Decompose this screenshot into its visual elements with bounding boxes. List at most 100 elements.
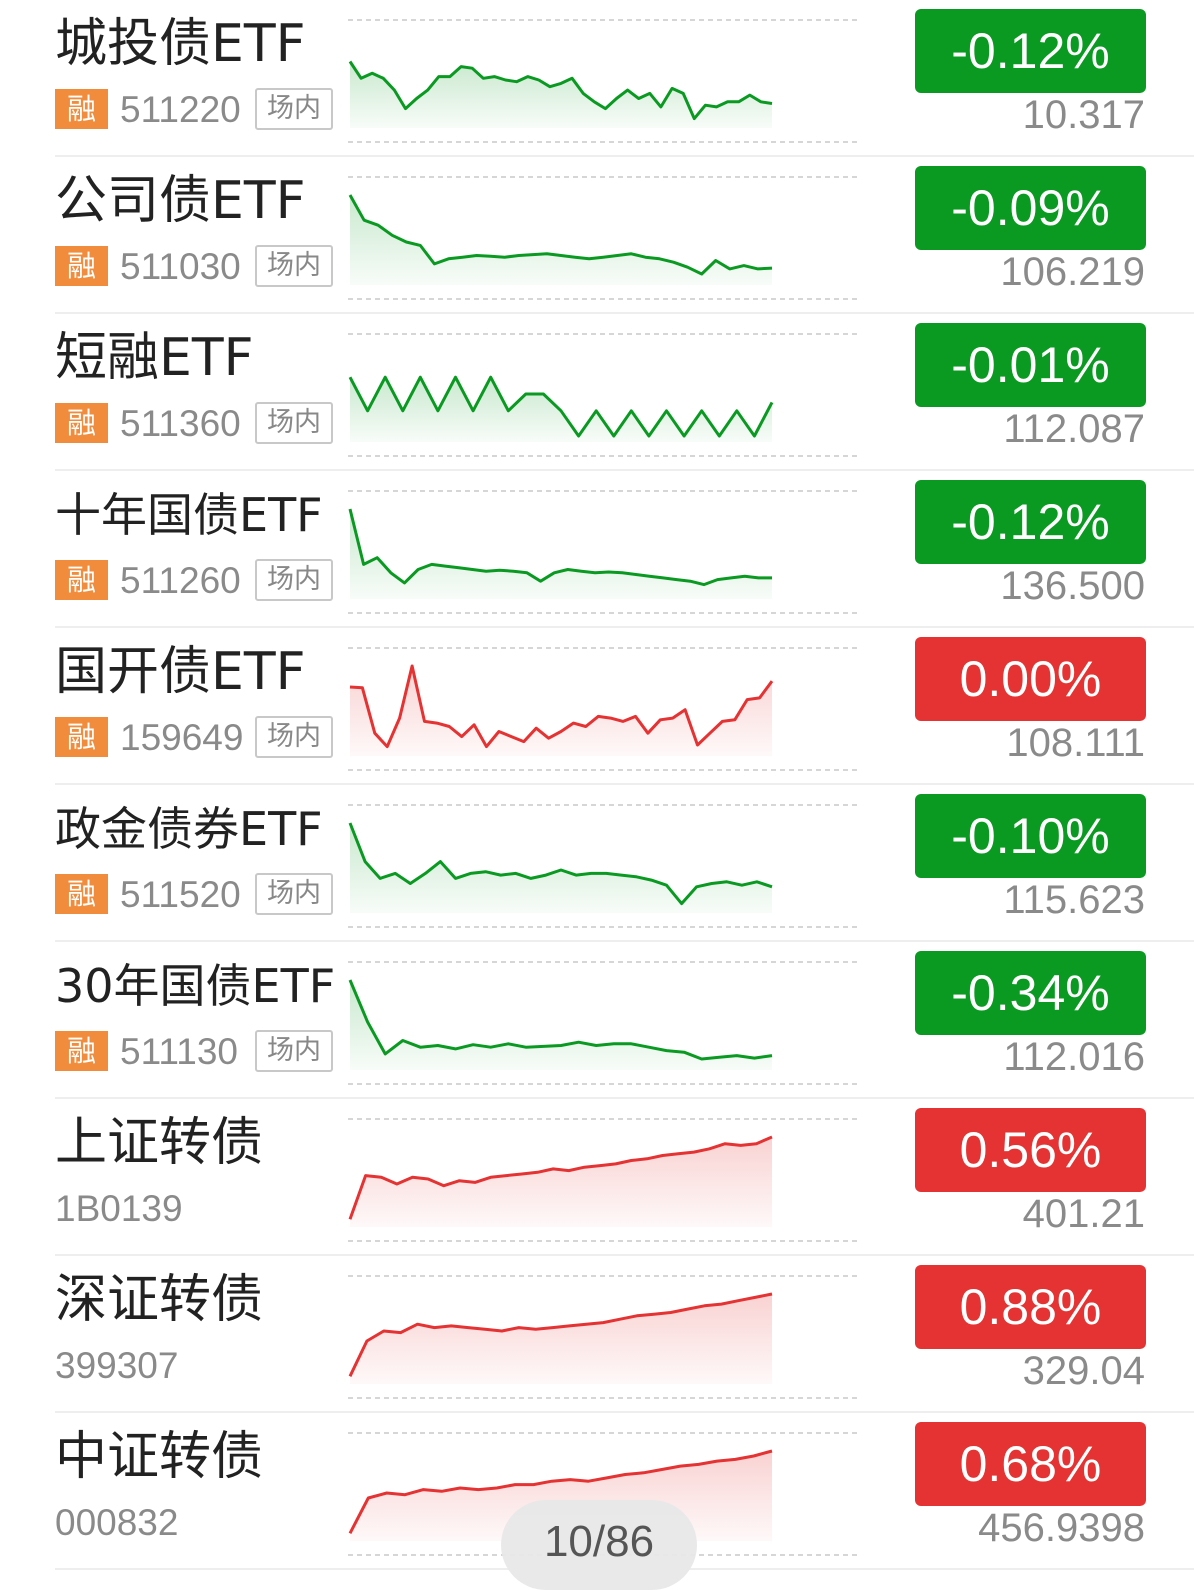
fund-code: 511030: [120, 246, 241, 287]
list-item[interactable]: 上证转债 1B0139 0.56% 401.21: [0, 1099, 1194, 1256]
change-badge: -0.34%: [915, 951, 1146, 1035]
fund-code: 159649: [120, 717, 244, 758]
fund-code: 511220: [120, 89, 241, 130]
change-badge: 0.88%: [915, 1265, 1146, 1349]
index-name: 中证转债: [55, 1427, 264, 1487]
price-value: 329.04: [1022, 1349, 1145, 1393]
index-name: 深证转债: [55, 1270, 264, 1330]
sparkline-chart: [348, 804, 858, 928]
sparkline-chart: [348, 19, 858, 143]
sparkline-chart: [348, 1118, 858, 1242]
change-badge: 0.00%: [915, 637, 1146, 721]
change-badge: 0.68%: [915, 1422, 1146, 1506]
margin-tag: 融: [55, 246, 108, 286]
margin-tag: 融: [55, 403, 108, 443]
list-item[interactable]: 政金债券ETF 融 511520 场内 -0.10% 115.623: [0, 785, 1194, 942]
market-tag: 场内: [255, 1030, 333, 1072]
price-value: 456.9398: [978, 1506, 1145, 1550]
change-badge: -0.01%: [915, 323, 1146, 407]
sparkline-area: [350, 823, 772, 913]
market-tag: 场内: [255, 88, 333, 130]
sparkline-area: [350, 195, 772, 285]
price-value: 401.21: [1022, 1192, 1145, 1236]
change-badge: 0.56%: [915, 1108, 1146, 1192]
page-indicator: 10/86: [501, 1500, 697, 1590]
sparkline-area: [350, 666, 772, 756]
price-value: 106.219: [1000, 250, 1145, 294]
divider: [55, 940, 1194, 942]
margin-tag: 融: [55, 1031, 108, 1071]
fund-name: 公司债ETF: [55, 171, 306, 231]
sparkline-line: [348, 194, 773, 276]
fund-code: 511130: [120, 1031, 238, 1072]
divider: [55, 155, 1194, 157]
index-code: 1B0139: [55, 1188, 183, 1229]
sparkline-line: [348, 60, 773, 121]
change-badge: -0.12%: [915, 9, 1146, 93]
change-badge: -0.10%: [915, 794, 1146, 878]
sparkline-line: [348, 1449, 773, 1534]
fund-name: 国开债ETF: [55, 642, 306, 702]
margin-tag: 融: [55, 874, 108, 914]
sparkline-area: [350, 980, 772, 1070]
sparkline-line: [348, 375, 774, 438]
divider: [55, 312, 1194, 314]
list-item[interactable]: 国开债ETF 融 159649 场内 0.00% 108.111: [0, 628, 1194, 785]
list-item[interactable]: 30年国债ETF 融 511130 场内 -0.34% 112.016: [0, 942, 1194, 1099]
market-tag: 场内: [255, 402, 333, 444]
sparkline-chart: [348, 333, 858, 457]
fund-name: 政金债券ETF: [55, 802, 323, 856]
sparkline-chart: [348, 176, 858, 300]
fund-name: 30年国债ETF: [55, 959, 336, 1013]
fund-code: 511260: [120, 560, 241, 601]
divider: [55, 1411, 1194, 1413]
sparkline-chart: [348, 647, 858, 771]
sparkline-chart: [348, 961, 858, 1085]
sparkline-line: [348, 1292, 773, 1377]
market-tag: 场内: [255, 559, 333, 601]
price-value: 112.016: [1003, 1035, 1145, 1079]
price-value: 10.317: [1022, 93, 1145, 137]
list-item[interactable]: 短融ETF 融 511360 场内 -0.01% 112.087: [0, 314, 1194, 471]
fund-code: 511360: [120, 403, 241, 444]
divider: [55, 1254, 1194, 1256]
price-value: 115.623: [1003, 878, 1145, 922]
index-code: 000832: [55, 1502, 179, 1543]
price-value: 112.087: [1003, 407, 1145, 451]
sparkline-area: [350, 1137, 772, 1227]
sparkline-line: [348, 508, 772, 587]
list-item[interactable]: 城投债ETF 融 511220 场内 -0.12% 10.317: [0, 0, 1194, 157]
list-item[interactable]: 十年国债ETF 融 511260 场内 -0.12% 136.500: [0, 471, 1194, 628]
sparkline-chart: [348, 490, 858, 614]
sparkline-area: [350, 377, 772, 442]
list-item[interactable]: 深证转债 399307 0.88% 329.04: [0, 1256, 1194, 1413]
sparkline-line: [348, 1135, 773, 1220]
sparkline-area: [350, 61, 772, 128]
divider: [55, 1097, 1194, 1099]
market-tag: 场内: [255, 716, 333, 758]
sparkline-line: [349, 664, 774, 749]
sparkline-line: [348, 822, 773, 906]
sparkline-area: [350, 1294, 772, 1384]
price-value: 136.500: [1000, 564, 1145, 608]
fund-code: 511520: [120, 874, 241, 915]
margin-tag: 融: [55, 717, 108, 757]
margin-tag: 融: [55, 560, 108, 600]
list-item[interactable]: 公司债ETF 融 511030 场内 -0.09% 106.219: [0, 157, 1194, 314]
sparkline-line: [348, 979, 773, 1061]
price-value: 108.111: [1006, 721, 1145, 765]
divider: [55, 626, 1194, 628]
market-tag: 场内: [255, 873, 333, 915]
margin-tag: 融: [55, 89, 108, 129]
sparkline-area: [350, 509, 772, 599]
change-badge: -0.12%: [915, 480, 1146, 564]
divider: [55, 783, 1194, 785]
index-name: 上证转债: [55, 1113, 264, 1173]
index-code: 399307: [55, 1345, 179, 1386]
change-badge: -0.09%: [915, 166, 1146, 250]
fund-name: 十年国债ETF: [55, 488, 323, 542]
divider: [55, 469, 1194, 471]
fund-name: 短融ETF: [55, 328, 254, 388]
fund-name: 城投债ETF: [55, 14, 306, 74]
sparkline-chart: [348, 1275, 858, 1399]
